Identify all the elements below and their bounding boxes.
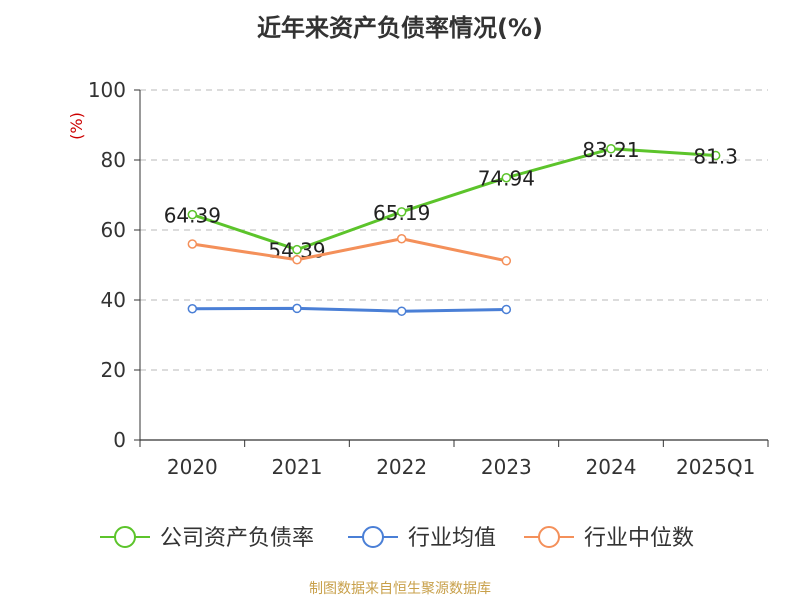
x-tick-label-2025Q1: 2025Q1: [676, 455, 755, 479]
data-point-2-2021: [292, 255, 302, 265]
data-point-0-2023: [501, 172, 512, 183]
data-point-1-2022: [396, 306, 407, 316]
data-point-0-2022: [396, 207, 407, 217]
data-point-0-2025Q1: [710, 150, 721, 161]
chart-title: 近年来资产负债率情况(%): [257, 14, 543, 42]
data-point-2-2020: [187, 239, 198, 249]
data-point-1-2020: [187, 304, 198, 314]
y-tick-label-100: 100: [88, 78, 126, 102]
legend-marker-0: [114, 526, 136, 548]
data-point-2-2022: [396, 234, 407, 244]
data-label-2025Q1: 81.3: [693, 144, 738, 168]
data-label-2024: 83.21: [582, 138, 639, 162]
y-axis-label: (%): [67, 112, 86, 140]
series-line-2: [192, 237, 507, 263]
legend-marker-2: [538, 526, 560, 548]
legend-label-2: 行业中位数: [584, 526, 694, 551]
legend-marker-1: [362, 526, 384, 548]
x-tick-label-2022: 2022: [376, 455, 427, 479]
series-line-0: [191, 147, 716, 252]
data-point-0-2024: [606, 144, 616, 154]
x-tick-label-2020: 2020: [167, 455, 218, 479]
y-tick-label-0: 0: [113, 428, 126, 452]
data-point-1-2021: [292, 303, 302, 314]
legend-label-0: 公司资产负债率: [160, 526, 314, 551]
source-note: 制图数据来自恒生聚源数据库: [309, 581, 491, 597]
data-label-2020: 64.39: [164, 204, 221, 228]
x-tick-label-2021: 2021: [272, 455, 323, 479]
data-label-2022: 65.19: [373, 201, 430, 225]
x-tick-label-2024: 2024: [586, 455, 637, 479]
y-tick-label-60: 60: [101, 218, 126, 242]
y-tick-label-20: 20: [101, 358, 126, 382]
y-tick-label-40: 40: [101, 288, 126, 312]
data-label-2023: 74.94: [478, 167, 535, 191]
y-tick-label-80: 80: [101, 148, 126, 172]
x-tick-label-2023: 2023: [481, 455, 532, 479]
data-point-1-2023: [501, 304, 512, 315]
data-point-0-2020: [187, 209, 198, 220]
data-point-2-2023: [501, 256, 512, 266]
data-point-0-2021: [292, 244, 302, 255]
series-line-1: [192, 306, 507, 313]
legend-label-1: 行业均值: [408, 526, 496, 551]
